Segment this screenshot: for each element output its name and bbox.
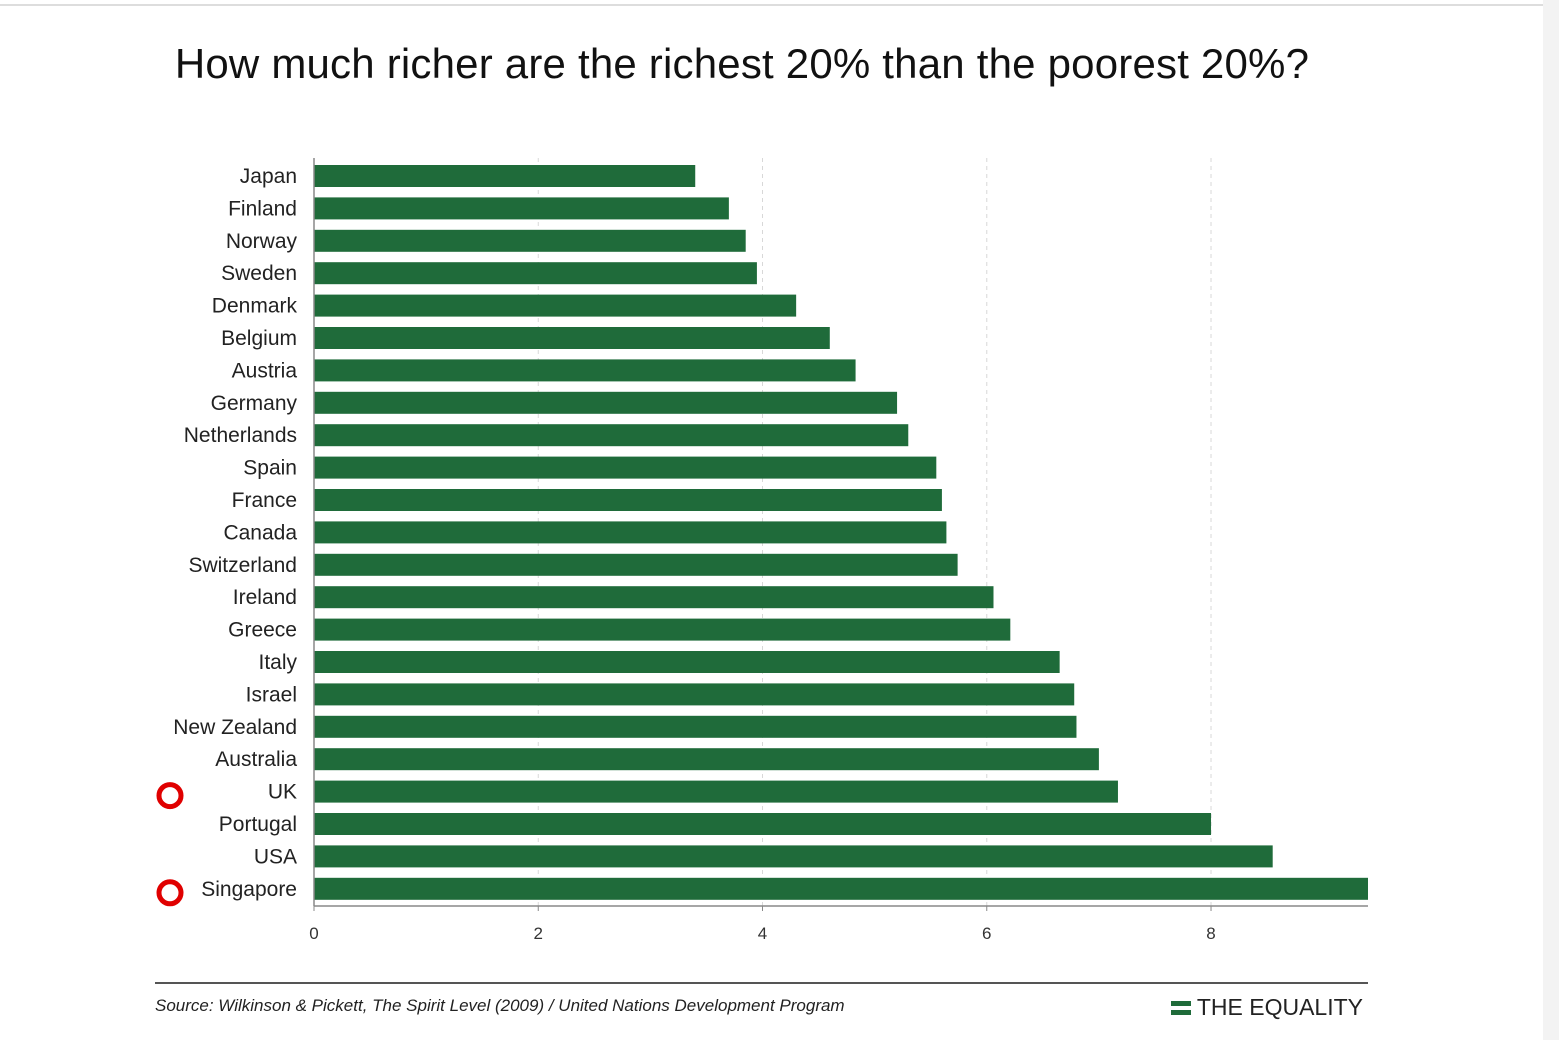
- category-label-australia: Australia: [215, 748, 297, 771]
- bar-germany: [314, 391, 898, 414]
- bar-australia: [314, 748, 1099, 771]
- highlight-markers: [156, 782, 184, 907]
- category-label-japan: Japan: [240, 165, 297, 188]
- category-label-canada: Canada: [223, 521, 297, 544]
- category-label-singapore: Singapore: [201, 878, 297, 901]
- category-label-norway: Norway: [226, 230, 298, 253]
- bar-japan: [314, 165, 696, 187]
- bar-portugal: [314, 813, 1212, 835]
- bar-sweden: [314, 262, 757, 285]
- brand-label: THE EQUALITY: [1196, 994, 1363, 1020]
- equality-logo-icon: [1170, 1000, 1191, 1015]
- bars: [314, 165, 1368, 900]
- bar-ireland: [314, 586, 994, 609]
- brand-logo: THE EQUALITY: [1170, 994, 1363, 1021]
- bar-france: [314, 489, 942, 511]
- bar-new-zealand: [314, 715, 1077, 738]
- footer-divider: [155, 982, 1368, 984]
- bar-greece: [314, 618, 1011, 641]
- category-label-netherlands: Netherlands: [184, 424, 297, 447]
- category-label-ireland: Ireland: [233, 586, 297, 609]
- highlight-marker-uk: [156, 782, 184, 810]
- bar-switzerland: [314, 553, 958, 576]
- category-labels: Japan Finland Norway Sweden Denmark Belgium Au…: [173, 165, 297, 901]
- bar-usa: [314, 845, 1273, 868]
- category-label-denmark: Denmark: [212, 295, 298, 318]
- x-tick-label-2: 2: [534, 924, 543, 943]
- bar-uk: [314, 780, 1118, 803]
- highlight-marker-singapore: [156, 879, 184, 907]
- category-label-austria: Austria: [232, 359, 298, 382]
- bar-finland: [314, 197, 729, 220]
- bar-italy: [314, 651, 1060, 673]
- category-label-usa: USA: [254, 845, 297, 868]
- tick-labels: 0 2 4 6 8: [309, 924, 1215, 943]
- bar-canada: [314, 521, 947, 544]
- bar-spain: [314, 456, 937, 479]
- bar-denmark: [314, 294, 797, 317]
- top-divider: [0, 4, 1545, 6]
- bar-singapore: [314, 877, 1368, 900]
- category-label-sweden: Sweden: [221, 262, 297, 285]
- bar-austria: [314, 359, 856, 382]
- axes: [313, 158, 1368, 911]
- category-label-uk: UK: [268, 781, 297, 804]
- category-label-greece: Greece: [228, 619, 297, 642]
- bar-belgium: [314, 327, 830, 349]
- x-tick-label-6: 6: [982, 924, 991, 943]
- x-tick-label-8: 8: [1206, 924, 1215, 943]
- x-tick-label-0: 0: [309, 924, 318, 943]
- category-label-finland: Finland: [228, 197, 297, 220]
- x-tick-label-4: 4: [758, 924, 767, 943]
- category-label-spain: Spain: [243, 457, 297, 480]
- source-note: Source: Wilkinson & Pickett, The Spirit …: [155, 996, 845, 1015]
- bar-netherlands: [314, 424, 909, 447]
- category-label-new-zealand: New Zealand: [173, 716, 297, 739]
- category-label-switzerland: Switzerland: [188, 554, 297, 577]
- chart-title: How much richer are the richest 20% than…: [174, 40, 1310, 87]
- category-label-italy: Italy: [258, 651, 297, 674]
- category-label-france: France: [232, 489, 297, 512]
- category-label-belgium: Belgium: [221, 327, 297, 350]
- bar-israel: [314, 683, 1075, 706]
- right-edge-strip: [1543, 0, 1559, 1040]
- category-label-portugal: Portugal: [219, 813, 297, 836]
- category-label-germany: Germany: [211, 392, 298, 415]
- bar-norway: [314, 229, 746, 252]
- category-label-israel: Israel: [246, 683, 297, 706]
